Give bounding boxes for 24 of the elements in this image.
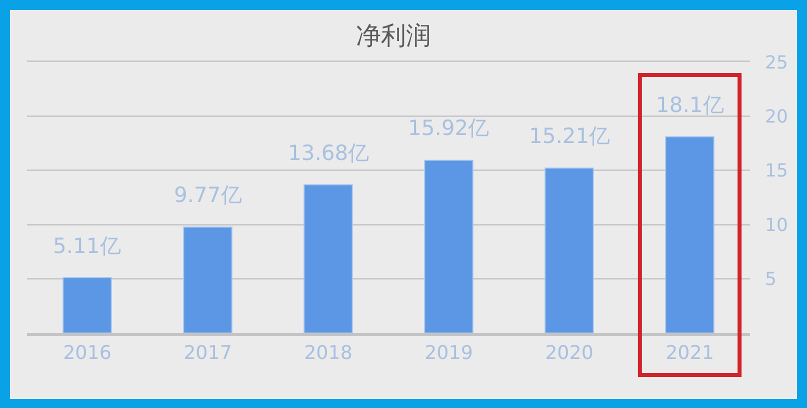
- x-tick-label: 2018: [304, 342, 352, 364]
- data-label: 5.11亿: [53, 234, 121, 258]
- x-tick-label: 2019: [424, 342, 473, 364]
- x-tick-label: 2017: [184, 342, 232, 364]
- data-label: 15.21亿: [529, 124, 610, 148]
- y-tick-label: 20: [765, 106, 788, 128]
- data-label: 18.1亿: [656, 93, 724, 117]
- bar: [665, 136, 714, 333]
- data-label: 13.68亿: [288, 141, 370, 165]
- y-tick-label: 5: [765, 269, 776, 290]
- bar: [544, 168, 594, 333]
- bar: [183, 226, 232, 333]
- x-tick-label: 2021: [666, 342, 714, 364]
- y-tick-label: 25: [765, 52, 788, 74]
- bar: [424, 160, 474, 333]
- data-label: 15.92亿: [408, 116, 490, 140]
- data-label: 9.77亿: [174, 183, 242, 207]
- y-tick-label: 10: [765, 214, 788, 236]
- x-tick-label: 2016: [63, 342, 112, 364]
- x-tick-label: 2020: [545, 342, 594, 364]
- bar: [304, 184, 353, 333]
- chart-title: 净利润: [356, 20, 431, 50]
- y-tick-label: 15: [765, 160, 788, 182]
- bar: [62, 277, 112, 333]
